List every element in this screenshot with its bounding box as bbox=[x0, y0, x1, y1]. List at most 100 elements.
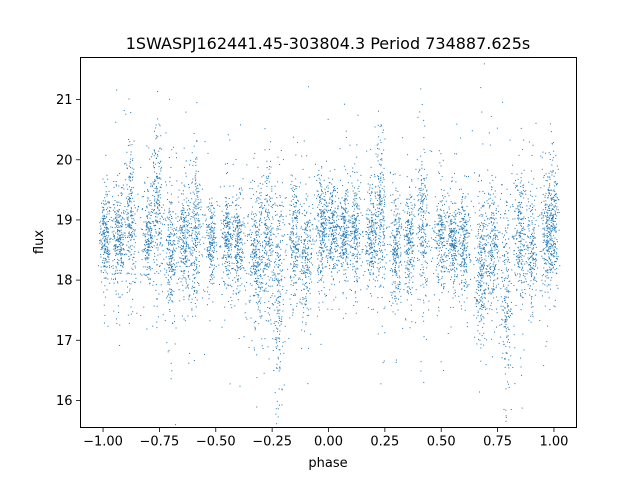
data-point bbox=[132, 218, 134, 220]
data-point bbox=[408, 273, 410, 275]
data-point bbox=[265, 233, 267, 235]
data-point bbox=[371, 183, 373, 185]
data-point bbox=[238, 197, 240, 199]
data-point bbox=[381, 171, 383, 173]
data-point bbox=[225, 259, 227, 261]
data-point bbox=[229, 253, 231, 255]
data-point bbox=[397, 287, 399, 289]
data-point bbox=[239, 290, 241, 292]
data-point bbox=[294, 246, 296, 248]
data-point bbox=[169, 214, 171, 216]
data-point bbox=[336, 240, 338, 242]
data-point bbox=[250, 270, 252, 272]
data-point bbox=[279, 228, 281, 230]
data-point bbox=[353, 203, 355, 205]
data-point bbox=[272, 304, 274, 306]
data-point bbox=[144, 236, 146, 238]
data-point bbox=[131, 167, 133, 169]
data-point bbox=[406, 299, 408, 301]
data-point bbox=[158, 123, 160, 125]
data-point bbox=[346, 227, 348, 229]
data-point bbox=[410, 272, 412, 274]
data-point bbox=[361, 251, 363, 253]
data-point bbox=[267, 213, 269, 215]
data-point bbox=[251, 243, 253, 245]
data-point bbox=[371, 191, 373, 193]
data-point bbox=[236, 234, 238, 236]
data-point bbox=[226, 248, 228, 250]
data-point bbox=[106, 242, 108, 244]
data-point bbox=[227, 246, 229, 248]
data-point bbox=[269, 212, 271, 214]
data-point bbox=[114, 236, 116, 238]
data-point bbox=[304, 271, 306, 273]
data-point bbox=[405, 222, 407, 224]
data-point bbox=[326, 233, 328, 235]
data-point bbox=[396, 303, 398, 305]
data-point bbox=[206, 226, 208, 228]
data-point bbox=[404, 318, 406, 320]
data-point bbox=[304, 247, 306, 249]
data-point bbox=[189, 246, 191, 248]
data-point bbox=[185, 212, 187, 214]
data-point bbox=[198, 221, 200, 223]
data-point bbox=[366, 209, 368, 211]
data-point bbox=[100, 269, 102, 271]
data-point bbox=[295, 241, 297, 243]
data-point bbox=[368, 254, 370, 256]
data-point bbox=[372, 263, 374, 265]
data-point bbox=[114, 273, 116, 275]
data-point bbox=[104, 236, 106, 238]
data-point bbox=[305, 226, 307, 228]
data-point bbox=[349, 244, 351, 246]
data-point bbox=[411, 257, 413, 259]
data-point bbox=[193, 161, 195, 163]
data-point bbox=[227, 254, 229, 256]
data-point bbox=[115, 240, 117, 242]
data-point bbox=[278, 349, 280, 351]
data-point bbox=[239, 268, 241, 270]
data-point bbox=[109, 253, 111, 255]
data-point bbox=[407, 276, 409, 278]
data-point bbox=[333, 214, 335, 216]
data-point bbox=[306, 315, 308, 317]
data-point bbox=[306, 282, 307, 284]
data-point bbox=[424, 184, 426, 186]
data-point bbox=[240, 251, 242, 253]
data-point bbox=[257, 270, 259, 272]
data-point bbox=[207, 226, 209, 228]
data-point bbox=[424, 294, 426, 296]
data-point bbox=[290, 247, 292, 249]
data-point bbox=[338, 218, 340, 220]
data-point bbox=[347, 244, 349, 246]
data-point bbox=[264, 198, 266, 200]
data-point bbox=[309, 288, 311, 290]
data-point bbox=[379, 266, 381, 268]
data-point bbox=[339, 228, 341, 230]
data-point bbox=[377, 216, 379, 218]
data-point bbox=[238, 248, 240, 250]
data-point bbox=[197, 241, 199, 243]
data-point bbox=[263, 231, 265, 233]
data-point bbox=[357, 268, 359, 270]
data-point bbox=[197, 237, 199, 239]
data-point bbox=[337, 208, 339, 210]
data-point bbox=[160, 186, 162, 188]
data-point bbox=[324, 216, 326, 218]
data-point bbox=[261, 338, 263, 340]
data-point bbox=[265, 208, 267, 210]
data-point bbox=[185, 261, 187, 263]
data-point bbox=[259, 268, 261, 270]
data-point bbox=[292, 241, 294, 243]
data-point bbox=[225, 241, 227, 243]
data-point bbox=[351, 254, 353, 256]
data-point bbox=[345, 192, 347, 194]
data-point bbox=[398, 265, 400, 267]
data-point bbox=[280, 280, 282, 282]
data-point bbox=[130, 154, 132, 156]
data-point bbox=[322, 232, 324, 234]
data-point bbox=[258, 236, 260, 238]
data-point bbox=[132, 222, 134, 224]
data-point bbox=[281, 235, 283, 237]
data-point bbox=[425, 251, 427, 253]
